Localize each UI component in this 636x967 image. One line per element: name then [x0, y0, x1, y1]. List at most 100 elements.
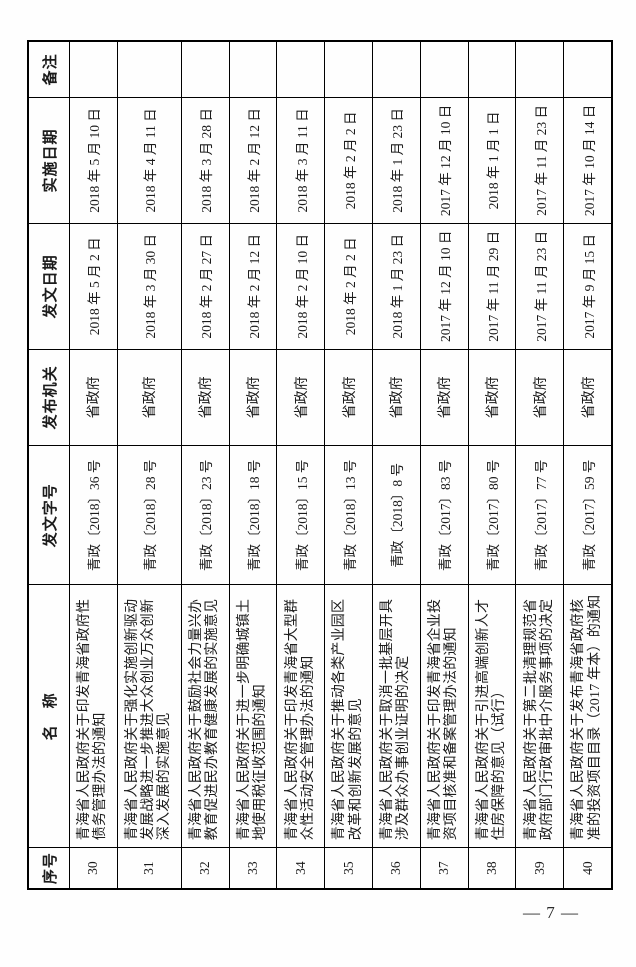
- cell-issue-date: 2018 年 2 月 12 日: [229, 223, 278, 349]
- cell-name: 青海省人民政府关于第二批清理规范省政府部门行政审批中介服务事项的决定: [516, 584, 565, 848]
- cell-issue-date: 2018 年 5 月 2 日: [70, 223, 118, 349]
- table-rotation-wrapper: 序号 名 称 发文字号 发布机关 发文日期 实施日期 备注 30 青海省人民政府…: [27, 40, 613, 890]
- cell-issue-date: 2018 年 2 月 10 日: [277, 223, 326, 349]
- table-row: 36 青海省人民政府关于取消一批基层开具涉及群众办事创业证明的决定 青政〔201…: [373, 42, 421, 888]
- cell-name: 青海省人民政府关于强化实施创新驱动发展战略进一步推进大众创业万众创新深入发展的实…: [117, 584, 182, 848]
- cell-seq: 30: [70, 847, 118, 888]
- cell-remarks: [229, 42, 278, 97]
- cell-seq: 36: [373, 847, 421, 888]
- header-remarks: 备注: [29, 42, 70, 97]
- cell-name: 青海省人民政府关于取消一批基层开具涉及群众办事创业证明的决定: [373, 584, 421, 848]
- cell-implement-date: 2018 年 3 月 11 日: [277, 96, 326, 224]
- cell-remarks: [420, 42, 469, 97]
- cell-remarks: [325, 42, 374, 97]
- table-row: 32 青海省人民政府关于鼓励社会力量兴办教育促进民办教育健康发展的实施意见 青政…: [181, 42, 230, 888]
- cell-issuing-authority: 省政府: [468, 348, 517, 446]
- table-row: 30 青海省人民政府关于印发青海省政府性债务管理办法的通知 青政〔2018〕36…: [70, 42, 118, 888]
- table-row: 35 青海省人民政府关于推动各类产业园区改革和创新发展的意见 青政〔2018〕1…: [325, 42, 374, 888]
- cell-issuing-authority: 省政府: [117, 348, 182, 446]
- cell-doc-number: 青政〔2017〕59 号: [564, 445, 612, 585]
- cell-name: 青海省人民政府关于进一步明确城镇土地使用税征收范围的通知: [229, 584, 278, 848]
- cell-seq: 37: [420, 847, 469, 888]
- header-doc-number: 发文字号: [29, 445, 70, 585]
- cell-remarks: [70, 42, 118, 97]
- table-row: 40 青海省人民政府关于发布青海省政府核准的投资项目目录（2017 年本）的通知…: [564, 42, 612, 888]
- header-issuing-authority: 发布机关: [29, 348, 70, 446]
- cell-seq: 31: [117, 847, 182, 888]
- cell-remarks: [117, 42, 182, 97]
- cell-issue-date: 2017 年 11 月 23 日: [516, 223, 565, 349]
- cell-doc-number: 青政〔2018〕28 号: [117, 445, 182, 585]
- cell-implement-date: 2018 年 1 月 1 日: [468, 96, 517, 224]
- cell-issue-date: 2018 年 1 月 23 日: [373, 223, 421, 349]
- cell-name: 青海省人民政府关于印发青海省政府性债务管理办法的通知: [70, 584, 118, 848]
- cell-seq: 32: [181, 847, 230, 888]
- cell-issuing-authority: 省政府: [325, 348, 374, 446]
- cell-doc-number: 青政〔2018〕18 号: [229, 445, 278, 585]
- table-row: 39 青海省人民政府关于第二批清理规范省政府部门行政审批中介服务事项的决定 青政…: [516, 42, 565, 888]
- cell-remarks: [277, 42, 326, 97]
- cell-implement-date: 2017 年 10 月 14 日: [564, 96, 612, 224]
- cell-name: 青海省人民政府关于推动各类产业园区改革和创新发展的意见: [325, 584, 374, 848]
- table-row: 38 青海省人民政府关于引进高端创新人才住房保障的意见（试行） 青政〔2017〕…: [468, 42, 517, 888]
- cell-remarks: [468, 42, 517, 97]
- header-issue-date: 发文日期: [29, 223, 70, 349]
- cell-implement-date: 2018 年 2 月 2 日: [325, 96, 374, 224]
- cell-name: 青海省人民政府关于印发青海省企业投资项目核准和备案管理办法的通知: [420, 584, 469, 848]
- cell-issuing-authority: 省政府: [420, 348, 469, 446]
- table-row: 33 青海省人民政府关于进一步明确城镇土地使用税征收范围的通知 青政〔2018〕…: [229, 42, 278, 888]
- table-row: 34 青海省人民政府关于印发青海省大型群众性活动安全管理办法的通知 青政〔201…: [277, 42, 326, 888]
- table-row: 31 青海省人民政府关于强化实施创新驱动发展战略进一步推进大众创业万众创新深入发…: [117, 42, 182, 888]
- cell-remarks: [564, 42, 611, 97]
- cell-remarks: [373, 42, 421, 97]
- cell-name: 青海省人民政府关于印发青海省大型群众性活动安全管理办法的通知: [277, 584, 326, 848]
- cell-doc-number: 青政〔2017〕80 号: [468, 445, 517, 585]
- cell-remarks: [516, 42, 565, 97]
- cell-issue-date: 2017 年 9 月 15 日: [564, 223, 612, 349]
- cell-seq: 33: [229, 847, 278, 888]
- cell-issuing-authority: 省政府: [373, 348, 421, 446]
- cell-doc-number: 青政〔2018〕23 号: [181, 445, 230, 585]
- cell-implement-date: 2017 年 11 月 23 日: [516, 96, 565, 224]
- cell-issuing-authority: 省政府: [564, 348, 612, 446]
- cell-implement-date: 2018 年 3 月 28 日: [181, 96, 230, 224]
- cell-name: 青海省人民政府关于鼓励社会力量兴办教育促进民办教育健康发展的实施意见: [181, 584, 230, 848]
- cell-seq: 34: [277, 847, 326, 888]
- cell-seq: 40: [564, 847, 612, 888]
- cell-implement-date: 2017 年 12 月 10 日: [420, 96, 469, 224]
- cell-issuing-authority: 省政府: [181, 348, 230, 446]
- cell-implement-date: 2018 年 5 月 10 日: [70, 96, 118, 224]
- cell-doc-number: 青政〔2018〕13 号: [325, 445, 374, 585]
- cell-remarks: [181, 42, 230, 97]
- cell-issue-date: 2017 年 12 月 10 日: [420, 223, 469, 349]
- cell-doc-number: 青政〔2017〕77 号: [516, 445, 565, 585]
- cell-implement-date: 2018 年 1 月 23 日: [373, 96, 421, 224]
- table-row: 37 青海省人民政府关于印发青海省企业投资项目核准和备案管理办法的通知 青政〔2…: [420, 42, 469, 888]
- cell-issue-date: 2018 年 2 月 2 日: [325, 223, 374, 349]
- cell-issue-date: 2017 年 11 月 29 日: [468, 223, 517, 349]
- cell-issue-date: 2018 年 2 月 27 日: [181, 223, 230, 349]
- cell-name: 青海省人民政府关于引进高端创新人才住房保障的意见（试行）: [468, 584, 517, 848]
- cell-issuing-authority: 省政府: [277, 348, 326, 446]
- cell-name: 青海省人民政府关于发布青海省政府核准的投资项目目录（2017 年本）的通知: [564, 584, 612, 848]
- cell-doc-number: 青政〔2018〕15 号: [277, 445, 326, 585]
- header-seq: 序号: [29, 847, 70, 888]
- cell-doc-number: 青政〔2017〕83 号: [420, 445, 469, 585]
- cell-issuing-authority: 省政府: [70, 348, 118, 446]
- cell-seq: 38: [468, 847, 517, 888]
- header-name: 名 称: [29, 584, 70, 848]
- cell-issuing-authority: 省政府: [229, 348, 278, 446]
- cell-issue-date: 2018 年 3 月 30 日: [117, 223, 182, 349]
- header-implement-date: 实施日期: [29, 96, 70, 224]
- cell-implement-date: 2018 年 4 月 11 日: [117, 96, 182, 224]
- cell-issuing-authority: 省政府: [516, 348, 565, 446]
- page-number: — 7 —: [523, 903, 579, 922]
- cell-seq: 35: [325, 847, 374, 888]
- documents-table: 序号 名 称 发文字号 发布机关 发文日期 实施日期 备注 30 青海省人民政府…: [27, 40, 613, 890]
- cell-doc-number: 青政〔2018〕36 号: [70, 445, 118, 585]
- cell-seq: 39: [516, 847, 565, 888]
- cell-doc-number: 青政〔2018〕8 号: [373, 445, 421, 585]
- table-header-row: 序号 名 称 发文字号 发布机关 发文日期 实施日期 备注: [29, 42, 70, 888]
- cell-implement-date: 2018 年 2 月 12 日: [229, 96, 278, 224]
